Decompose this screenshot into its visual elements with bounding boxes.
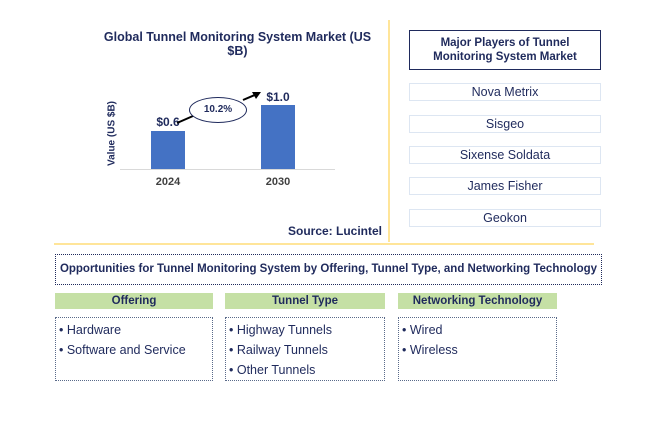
player-item: Nova Metrix	[409, 83, 601, 101]
category-item: • Highway Tunnels	[229, 323, 333, 337]
chart-title: Global Tunnel Monitoring System Market (…	[103, 30, 372, 58]
category-item: • Hardware	[59, 323, 122, 337]
category-header: Networking Technology	[398, 293, 557, 309]
category-offering: Offering • Hardware • Software and Servi…	[55, 293, 213, 381]
category-item: • Wireless	[402, 343, 458, 357]
category-item: • Software and Service	[59, 343, 186, 357]
category-header: Offering	[55, 293, 213, 309]
y-axis-label: Value (US $B)	[106, 100, 118, 167]
x-tick-2030: 2030	[265, 176, 291, 188]
category-list: • Highway Tunnels • Railway Tunnels • Ot…	[225, 317, 385, 381]
category-tunnel-type: Tunnel Type • Highway Tunnels • Railway …	[225, 293, 385, 381]
players-heading: Major Players of Tunnel Monitoring Syste…	[409, 30, 601, 70]
category-item: • Railway Tunnels	[229, 343, 328, 357]
player-item: James Fisher	[409, 177, 601, 195]
player-item: Sisgeo	[409, 115, 601, 133]
cagr-arrow-icon	[176, 92, 261, 124]
category-list: • Wired • Wireless	[398, 317, 557, 381]
horizontal-divider	[54, 243, 594, 245]
vertical-divider	[388, 20, 390, 242]
cagr-badge: 10.2%	[189, 97, 247, 123]
x-axis-line	[120, 169, 335, 170]
player-item: Geokon	[409, 209, 601, 227]
category-networking-technology: Networking Technology • Wired • Wireless	[398, 293, 557, 381]
player-item: Sixense Soldata	[409, 146, 601, 164]
bar-value-label-2030: $1.0	[266, 90, 290, 104]
source-label: Source: Lucintel	[287, 224, 382, 238]
category-header: Tunnel Type	[225, 293, 385, 309]
category-list: • Hardware • Software and Service	[55, 317, 213, 381]
bar-value-label-2024: $0.6	[156, 115, 180, 129]
opportunities-heading: Opportunities for Tunnel Monitoring Syst…	[55, 254, 602, 285]
category-item: • Other Tunnels	[229, 363, 316, 377]
bar-2024	[151, 131, 185, 169]
x-tick-2024: 2024	[155, 176, 181, 188]
bar-2030	[261, 105, 295, 169]
category-item: • Wired	[402, 323, 443, 337]
